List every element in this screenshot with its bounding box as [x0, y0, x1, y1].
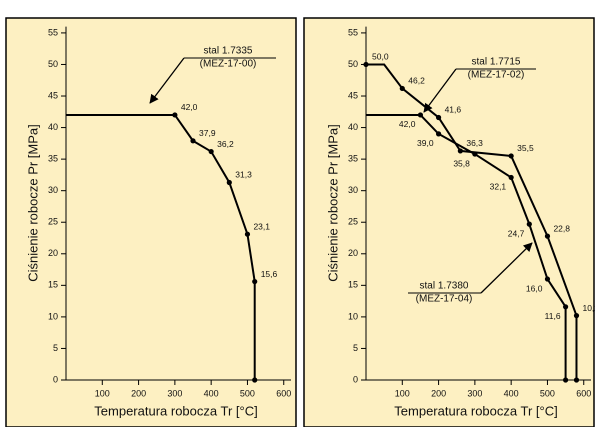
value-label: 39,0 [417, 138, 434, 148]
y-axis-title: Ciśnienie robocze Pr [MPa] [325, 124, 340, 282]
annotation: (MEZ-17-04) [416, 294, 473, 305]
x-tick-label: 400 [204, 388, 219, 398]
y-tick-label: 0 [53, 374, 58, 384]
chart: 0 5 10 15 20 25 30 35 40 45 50 55 100 200 300 400 500 600… [25, 26, 291, 418]
panel [303, 17, 595, 427]
panel [5, 17, 297, 427]
y-tick-label: 0 [353, 374, 358, 384]
value-label: 35,8 [453, 158, 470, 168]
value-label: 46,2 [408, 76, 425, 86]
y-tick-label: 10 [48, 311, 58, 321]
x-tick-label: 500 [240, 388, 255, 398]
data-point [573, 377, 580, 383]
y-tick-label: 5 [353, 343, 358, 353]
y-axis-title: Ciśnienie robocze Pr [MPa] [25, 124, 40, 282]
annotation-arrow [423, 68, 457, 113]
x-tick-label: 600 [276, 388, 291, 398]
value-label: 23,1 [253, 221, 270, 231]
y-tick-label: 40 [348, 122, 358, 132]
x-tick-label: 300 [167, 388, 182, 398]
y-tick-label: 25 [48, 217, 58, 227]
y-tick-label: 15 [348, 280, 358, 290]
y-tick-label: 30 [348, 185, 358, 195]
value-label: 50,0 [372, 52, 389, 62]
data-point [208, 148, 214, 155]
value-label: 11,6 [545, 311, 561, 321]
x-axis-title: Temperatura robocza Tr [°C] [394, 403, 557, 418]
y-tick-label: 35 [48, 154, 58, 164]
y-tick-label: 45 [348, 90, 358, 100]
annotation: stal 1.7715 [472, 57, 521, 68]
data-point [544, 276, 551, 282]
data-point [252, 278, 258, 285]
data-point [226, 179, 232, 186]
value-label: 16,0 [526, 283, 543, 293]
y-tick-label: 20 [48, 248, 58, 258]
annotation: (MEZ-17-00) [200, 59, 257, 70]
annotation: (MEZ-17-02) [468, 70, 525, 81]
x-tick-label: 100 [395, 388, 410, 398]
x-tick-label: 600 [576, 388, 591, 398]
x-tick-label: 500 [540, 388, 555, 398]
y-tick-label: 25 [348, 217, 358, 227]
value-label: 42,0 [399, 119, 416, 129]
data-point [435, 114, 442, 121]
value-label: 37,9 [199, 128, 216, 138]
data-point [562, 304, 569, 310]
data-point [172, 112, 178, 118]
y-tick-label: 10 [348, 311, 358, 321]
annotation-arrow [480, 242, 533, 294]
y-tick-label: 45 [48, 90, 58, 100]
data-point [399, 85, 405, 92]
data-point [544, 233, 551, 239]
value-label: 41,6 [445, 105, 462, 115]
data-point [417, 112, 424, 118]
value-label: 24,7 [508, 228, 525, 238]
y-tick-label: 20 [348, 248, 358, 258]
x-tick-label: 100 [95, 388, 110, 398]
value-label: 36,2 [217, 139, 234, 149]
y-tick-label: 5 [53, 343, 58, 353]
y-tick-label: 40 [48, 122, 58, 132]
y-tick-label: 55 [48, 27, 58, 37]
data-point [508, 174, 514, 181]
x-tick-label: 200 [131, 388, 146, 398]
data-point [508, 153, 514, 159]
data-point [457, 148, 463, 154]
y-tick-label: 15 [48, 280, 58, 290]
y-tick-label: 35 [348, 154, 358, 164]
value-label: 35,5 [517, 143, 534, 153]
value-label: 15,6 [261, 269, 278, 279]
chart: 0 5 10 15 20 25 30 35 40 45 50 55 100 200 300 400 500 600… [325, 26, 595, 418]
x-axis-title: Temperatura robocza Tr [°C] [94, 403, 257, 418]
annotation: stal 1.7380 [420, 281, 469, 292]
x-tick-label: 200 [431, 388, 446, 398]
x-tick-label: 400 [504, 388, 519, 398]
y-tick-label: 50 [48, 59, 58, 69]
data-point [573, 313, 580, 319]
data-point [363, 61, 369, 68]
value-label: 42,0 [181, 102, 198, 112]
data-point [190, 138, 196, 144]
value-label: 32,1 [490, 182, 507, 192]
y-tick-label: 55 [348, 27, 358, 37]
y-tick-label: 50 [348, 59, 358, 69]
data-point [472, 151, 478, 157]
annotation: stal 1.7335 [204, 46, 253, 57]
data-point [526, 221, 532, 227]
value-label: 31,3 [235, 170, 252, 180]
value-label: 36,3 [466, 138, 483, 148]
series-line [66, 113, 256, 380]
value-label: 10,2 [582, 303, 595, 313]
data-point [252, 377, 258, 383]
annotation-arrow [149, 57, 185, 104]
data-point [244, 231, 251, 237]
data-point [562, 377, 569, 383]
data-point [435, 131, 442, 137]
value-label: 22,8 [553, 223, 570, 233]
y-tick-label: 30 [48, 185, 58, 195]
x-tick-label: 300 [467, 388, 482, 398]
